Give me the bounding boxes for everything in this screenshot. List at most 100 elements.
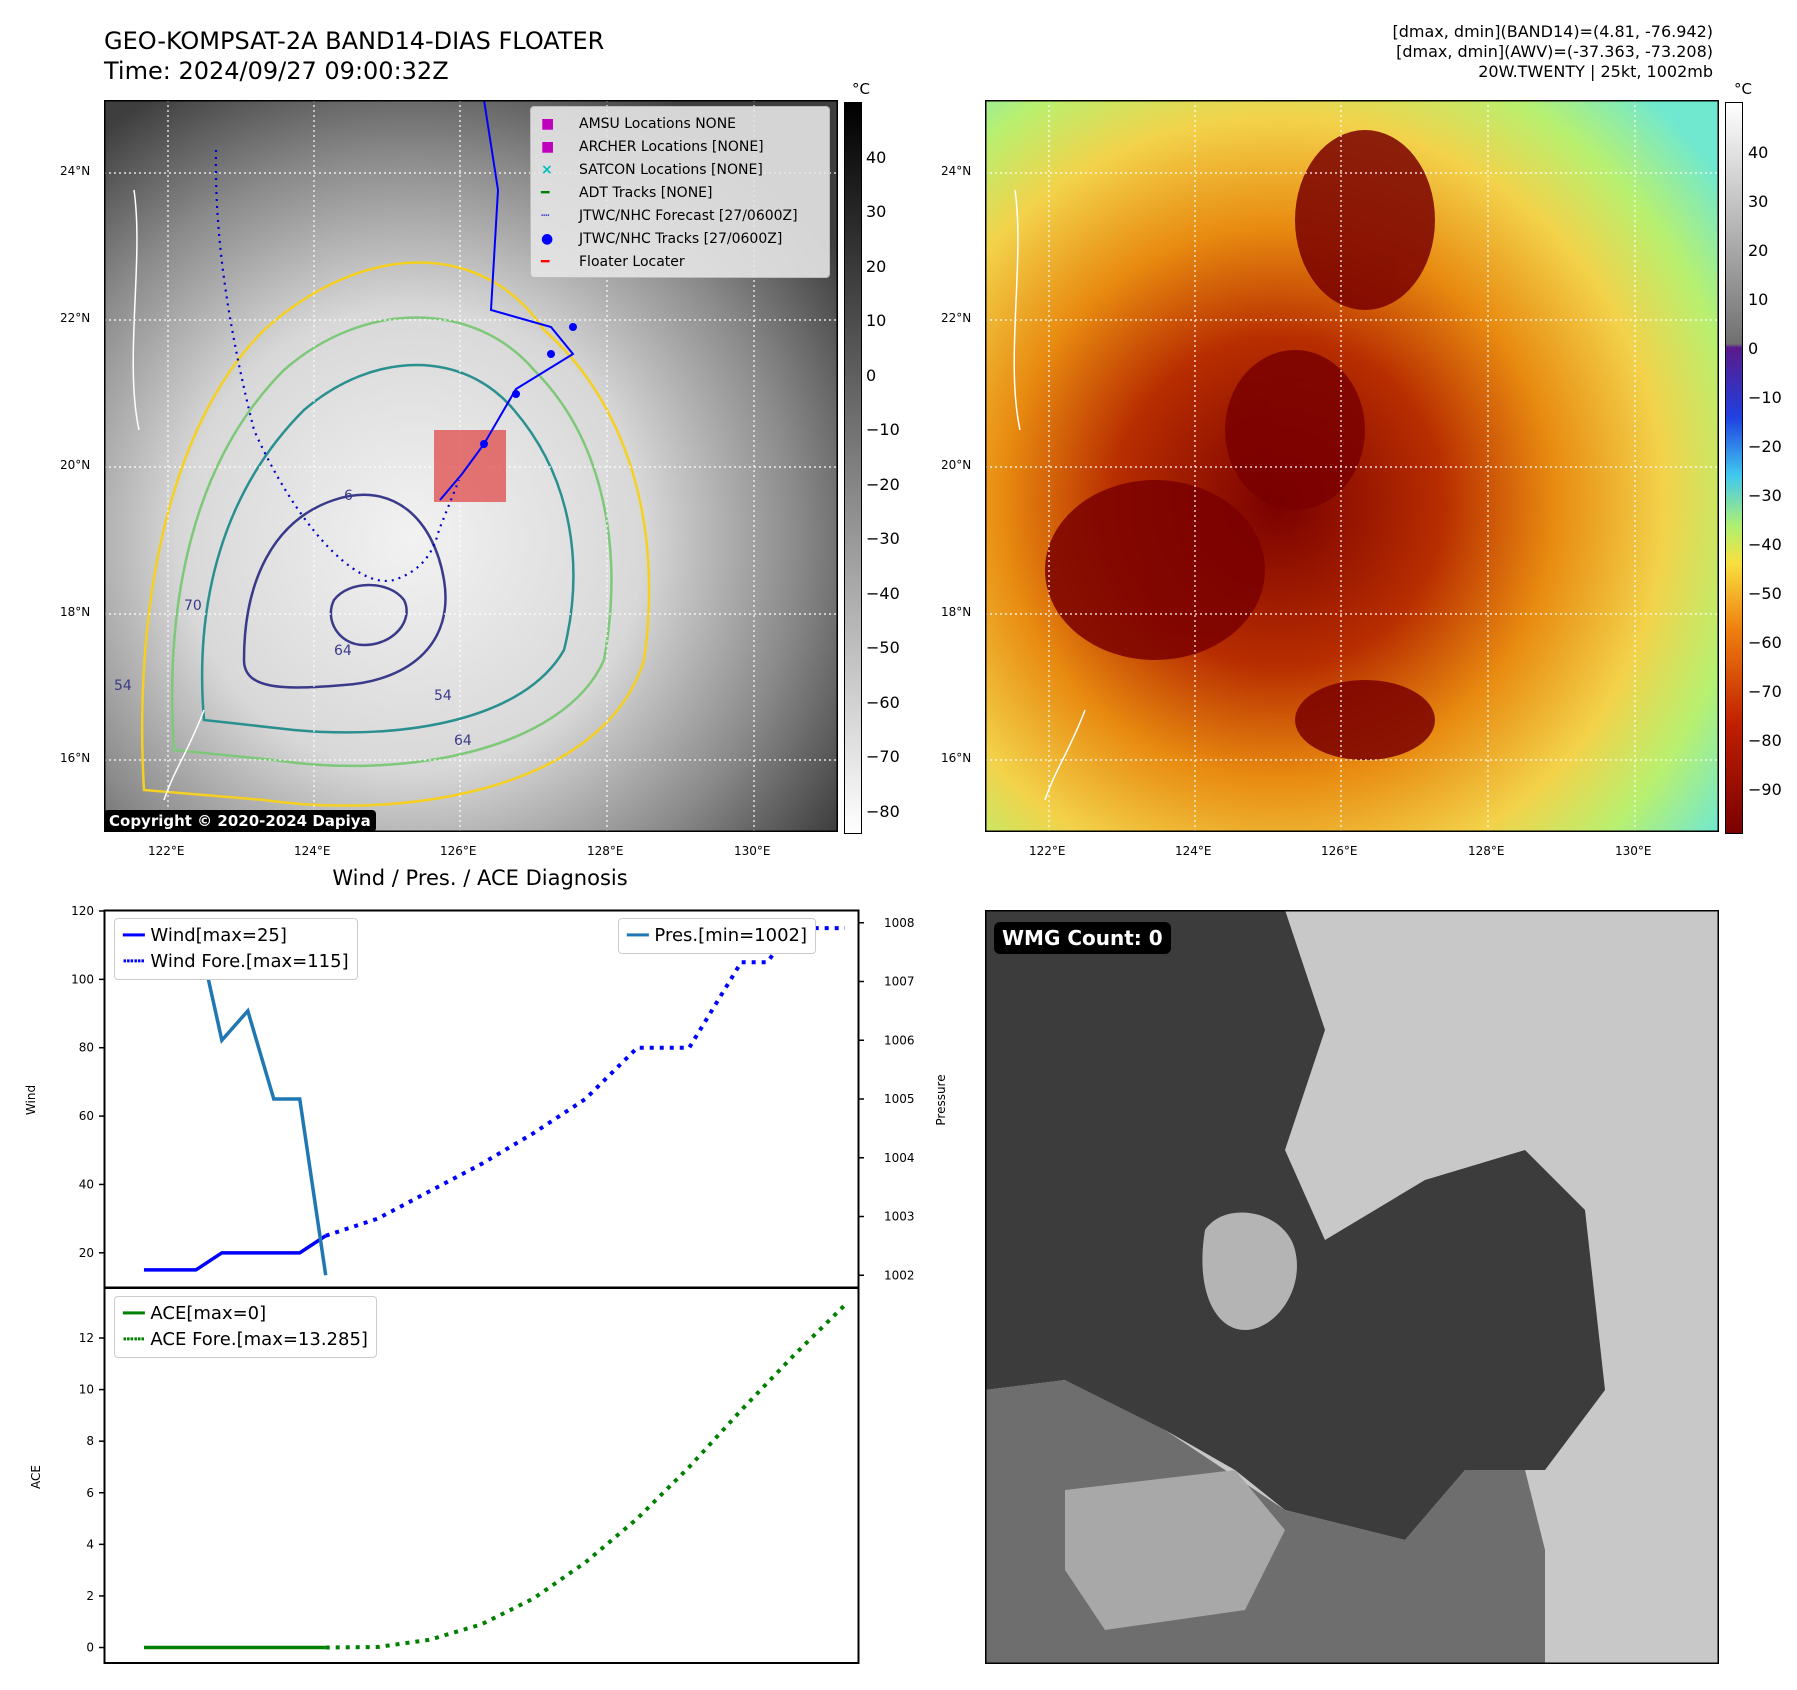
best-track-points <box>480 323 577 448</box>
legend-label: Wind Fore.[max=115] <box>150 951 349 972</box>
tick-label: −30 <box>1748 486 1782 505</box>
tick-label: −20 <box>1748 437 1782 456</box>
tick-label: 30 <box>866 202 887 221</box>
square-marker-icon: ■ <box>541 116 555 132</box>
dry-regions <box>1045 130 1435 760</box>
pressure-legend: ━━ Pres.[min=1002] <box>618 918 817 954</box>
lon-label: 124°E <box>294 844 331 858</box>
dark-region <box>985 910 1605 1540</box>
wind-legend: ━━ Wind[max=25] ┅┅ Wind Fore.[max=115] <box>114 918 358 980</box>
copyright-badge: Copyright © 2020-2024 Dapiya <box>104 810 376 832</box>
tick-label: −60 <box>1748 633 1782 652</box>
lat-label: 24°N <box>60 164 91 178</box>
info-line-1: [dmax, dmin](BAND14)=(4.81, -76.942) <box>1392 22 1714 41</box>
tick-label: −10 <box>866 420 900 439</box>
cloud-contours <box>140 261 651 807</box>
dot-line-icon: ● <box>541 231 554 247</box>
y-tick-label: 0 <box>86 1641 94 1655</box>
info-line-2: [dmax, dmin](AWV)=(-37.363, -73.208) <box>1396 42 1713 61</box>
y-tick-label: 1002 <box>884 1268 915 1282</box>
floater-locater-box <box>434 430 506 502</box>
pressure-axis-label: Pressure <box>934 1074 948 1125</box>
series-line-ace-fore <box>325 1303 847 1650</box>
forecast-track <box>214 149 461 583</box>
solid-line-icon: ━━ <box>123 1303 145 1324</box>
legend-item-wind-fore: ┅┅ Wind Fore.[max=115] <box>123 949 349 975</box>
tick-label: −20 <box>866 475 900 494</box>
x-marker-icon: × <box>541 162 553 178</box>
tick-label: −80 <box>866 802 900 821</box>
lon-label: 128°E <box>587 844 624 858</box>
awv-map <box>985 100 1719 832</box>
lat-label: 20°N <box>941 458 972 472</box>
lon-label: 126°E <box>1321 844 1358 858</box>
lat-label: 18°N <box>941 605 972 619</box>
legend-labels: AMSU Locations NONE ARCHER Locations [NO… <box>579 113 798 274</box>
y-tick-label: 2 <box>86 1589 94 1603</box>
map-legend: ■ ■ × ━ ┈ ● ━ AMSU Locations NONE ARCHER… <box>530 106 830 278</box>
contour-label-group: 70 64 54 64 54 6 <box>114 488 472 749</box>
light-patch <box>1202 1212 1297 1330</box>
contour-label: 6 <box>344 488 353 504</box>
square-marker-icon: ■ <box>541 139 555 155</box>
ace-y-axis: 0 2 4 6 8 10 12 <box>79 1331 105 1655</box>
ir-colorbar <box>844 102 862 834</box>
legend-label: ACE[max=0] <box>150 1303 267 1324</box>
y-tick-label: 6 <box>86 1486 94 1500</box>
legend-item-wind: ━━ Wind[max=25] <box>123 923 349 949</box>
title-line-2: Time: 2024/09/27 09:00:32Z <box>104 57 449 85</box>
wmg-map <box>985 910 1719 1664</box>
ace-lines <box>143 1303 847 1650</box>
awv-unit: °C <box>1734 80 1752 98</box>
legend-item-ace-fore: ┅┅ ACE Fore.[max=13.285] <box>123 1327 368 1353</box>
y-tick-label: 4 <box>86 1537 94 1551</box>
dotted-line-icon: ┅┅ <box>123 1329 145 1350</box>
lat-label: 24°N <box>941 164 972 178</box>
lon-label: 130°E <box>734 844 771 858</box>
lon-label: 122°E <box>148 844 185 858</box>
lat-label: 16°N <box>941 751 972 765</box>
legend-item: AMSU Locations NONE <box>579 116 737 132</box>
tick-label: 0 <box>1748 339 1759 358</box>
solid-line-icon: ━━ <box>627 925 649 946</box>
contour-label: 54 <box>114 678 132 694</box>
tick-label: 10 <box>1748 290 1769 309</box>
y-tick-label: 8 <box>86 1434 94 1448</box>
series-line-wind <box>143 1234 327 1272</box>
tick-label: 40 <box>1748 143 1769 162</box>
ir-colorbar-ticks: 40 30 20 10 0 −10 −20 −30 −40 −50 −60 −7… <box>866 102 926 834</box>
tick-label: −90 <box>1748 780 1782 799</box>
ace-legend: ━━ ACE[max=0] ┅┅ ACE Fore.[max=13.285] <box>114 1296 377 1358</box>
tick-label: −40 <box>1748 535 1782 554</box>
y-tick-label: 20 <box>79 1246 94 1260</box>
y-tick-label: 40 <box>79 1177 94 1191</box>
title-line-1: GEO-KOMPSAT-2A BAND14-DIAS FLOATER <box>104 27 605 55</box>
legend-item: JTWC/NHC Forecast [27/0600Z] <box>579 208 798 224</box>
wind-y-axis: 20 40 60 80 100 120 <box>71 904 105 1260</box>
y-tick-label: 1007 <box>884 975 915 989</box>
y-tick-label: 120 <box>71 904 94 918</box>
info-line-3: 20W.TWENTY | 25kt, 1002mb <box>1478 62 1713 81</box>
tick-label: 20 <box>866 257 887 276</box>
coastlines <box>132 189 205 801</box>
legend-label: Wind[max=25] <box>150 925 287 946</box>
awv-colorbar-ticks: 40 30 20 10 0 −10 −20 −30 −40 −50 −60 −7… <box>1748 102 1796 834</box>
lon-label: 130°E <box>1615 844 1652 858</box>
line-marker-icon: ━ <box>541 254 550 270</box>
y-tick-label: 1003 <box>884 1210 915 1224</box>
best-track <box>439 100 575 501</box>
lat-label: 22°N <box>941 311 972 325</box>
solid-line-icon: ━━ <box>123 925 145 946</box>
light-region <box>1065 1470 1285 1630</box>
tick-label: −40 <box>866 584 900 603</box>
lon-label: 122°E <box>1029 844 1066 858</box>
tick-label: −80 <box>1748 731 1782 750</box>
tick-label: −50 <box>866 638 900 657</box>
legend-item: SATCON Locations [NONE] <box>579 162 763 178</box>
y-tick-label: 1006 <box>884 1033 915 1047</box>
contour-label: 70 <box>184 598 202 614</box>
y-tick-label: 1004 <box>884 1151 915 1165</box>
lat-label: 16°N <box>60 751 91 765</box>
lat-label: 20°N <box>60 458 91 472</box>
y-tick-label: 80 <box>79 1041 94 1055</box>
